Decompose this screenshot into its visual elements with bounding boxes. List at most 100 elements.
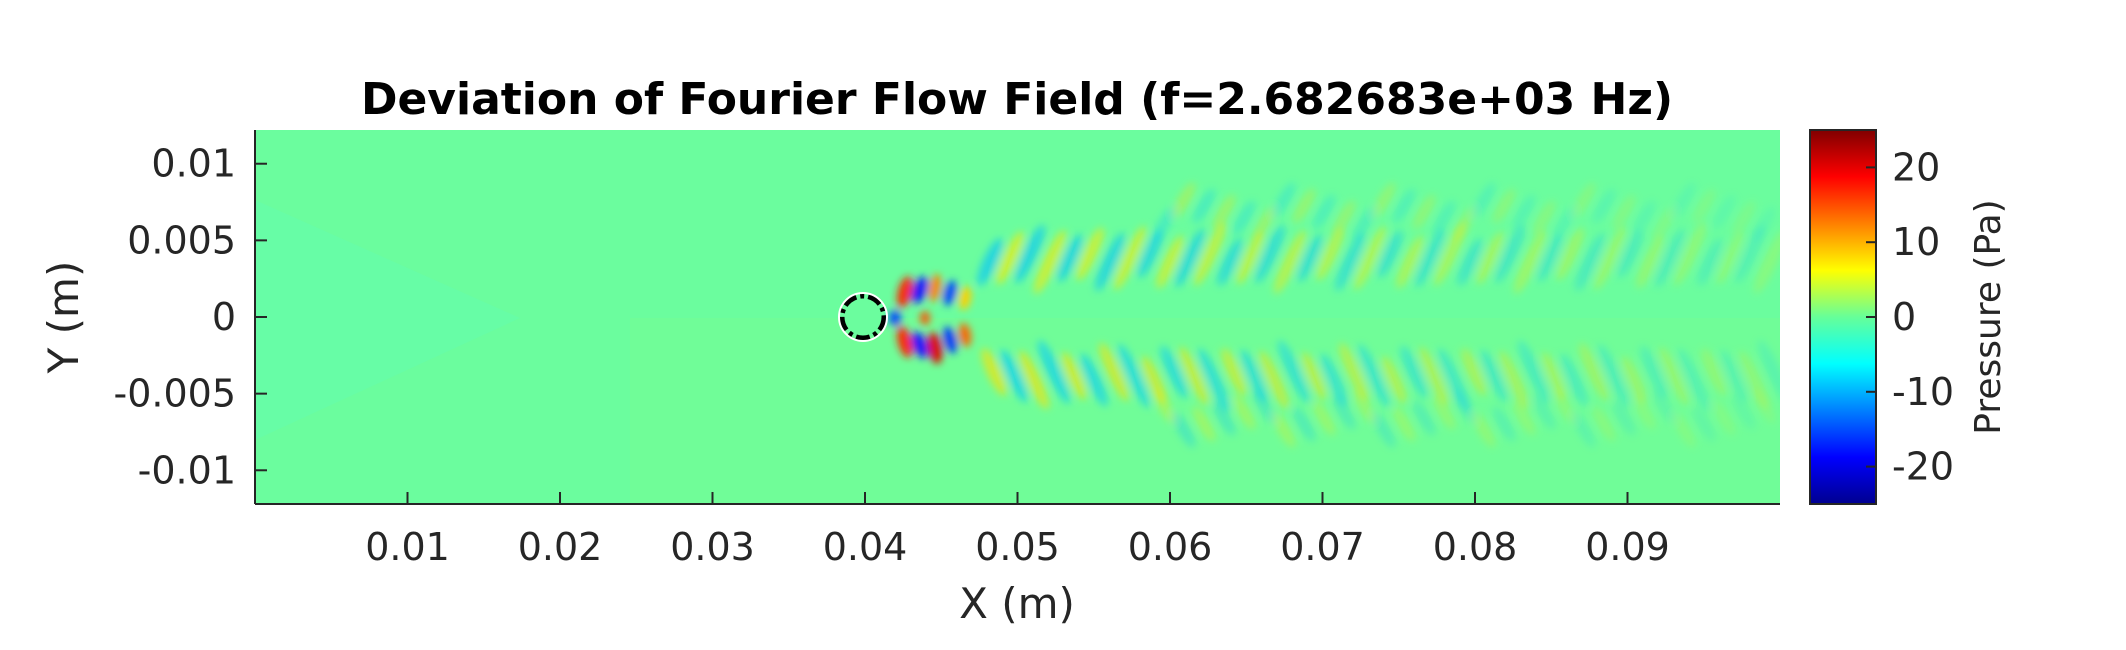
wake-blob: [1236, 231, 1264, 285]
wake-blob: [1597, 344, 1631, 408]
wake-blob: [1732, 200, 1756, 236]
wake-blob: [1492, 406, 1516, 442]
wake-blob: [1432, 394, 1456, 430]
y-tick-label: 0: [212, 295, 236, 339]
vortex-blob: [920, 311, 930, 325]
wake-blob: [1099, 342, 1129, 402]
wake-blob: [1513, 230, 1547, 294]
wake-blob: [1259, 350, 1289, 410]
wake-blob: [1452, 388, 1476, 424]
y-tick-label: -0.005: [114, 372, 237, 416]
wake-blob: [1532, 394, 1556, 430]
wake-structures: [889, 182, 1780, 448]
wake-blob: [1659, 346, 1689, 406]
vortex-blob: [911, 276, 929, 304]
wake-blob: [1217, 238, 1243, 286]
wake-blob: [977, 238, 1003, 286]
wake-blob: [1339, 342, 1369, 402]
wake-blob: [1517, 340, 1551, 404]
chart-title: Deviation of Fourier Flow Field (f=2.682…: [361, 74, 1673, 125]
wake-blob: [1152, 206, 1176, 242]
wake-blob: [1732, 394, 1756, 430]
wake-blob: [1560, 353, 1588, 407]
x-tick-label: 0.07: [1280, 525, 1365, 569]
wake-blob: [1372, 182, 1396, 218]
colorbar-tick-label: 20: [1892, 145, 1940, 189]
wake-blob: [1212, 400, 1236, 436]
wake-blob: [1432, 200, 1456, 236]
wake-blob: [1712, 194, 1736, 230]
wake-blob: [1273, 230, 1307, 294]
x-tick-label: 0.05: [975, 525, 1060, 569]
wake-blob: [1221, 348, 1247, 396]
wake-blob: [1352, 206, 1376, 242]
wake-blob: [1672, 182, 1696, 218]
wake-blob: [1612, 400, 1636, 436]
vortex-blob: [928, 274, 942, 302]
wake-blob: [1172, 182, 1196, 218]
y-tick-label: -0.01: [138, 448, 236, 492]
wake-blob: [1720, 349, 1748, 403]
wake-blob: [1753, 230, 1780, 294]
wake-blob: [1592, 188, 1616, 224]
wake-blob: [1381, 356, 1407, 404]
x-axis-ticks: 0.01 0.02 0.03 0.04 0.05 0.06 0.07 0.08 …: [365, 492, 1670, 569]
wake-blob: [1472, 182, 1496, 218]
wake-blob: [1716, 231, 1744, 285]
wake-blob: [1335, 232, 1365, 292]
wake-blob: [1593, 226, 1627, 290]
vortex-blob: [889, 310, 901, 326]
wake-blob: [1632, 394, 1656, 430]
colorbar-tick-label: -10: [1892, 370, 1954, 414]
wake-blob: [1592, 406, 1616, 442]
wake-blob: [1617, 230, 1643, 278]
upstream-region: [255, 200, 520, 440]
wake-blob: [1240, 349, 1268, 403]
wake-blob: [1332, 200, 1356, 236]
wake-blob: [1480, 349, 1508, 403]
wake-blob: [1652, 388, 1676, 424]
wake-blob: [1117, 344, 1151, 408]
x-tick-label: 0.06: [1128, 525, 1213, 569]
wake-blob: [1037, 340, 1071, 404]
wake-blob: [1137, 230, 1163, 278]
vortex-blob: [897, 276, 913, 308]
wake-blob: [1377, 230, 1403, 278]
colorbar-tick-label: -20: [1892, 445, 1954, 489]
colorbar-tick-label: 0: [1892, 295, 1916, 339]
wake-blob: [1697, 238, 1723, 286]
vortex-blob: [897, 326, 913, 358]
wake-blob: [1392, 406, 1416, 442]
y-axis-label: Y (m): [39, 261, 88, 375]
wake-blob: [1692, 406, 1716, 442]
vortex-blob: [943, 326, 957, 354]
wake-blob: [996, 231, 1024, 285]
wake-blob: [1372, 412, 1396, 448]
x-tick-label: 0.09: [1585, 525, 1670, 569]
wake-blob: [1197, 348, 1231, 412]
wake-blob: [1552, 388, 1576, 424]
wake-blob: [1532, 200, 1556, 236]
wake-blob: [1152, 388, 1176, 424]
x-tick-label: 0.03: [670, 525, 755, 569]
wake-blob: [1457, 238, 1483, 286]
x-tick-label: 0.01: [365, 525, 450, 569]
wake-blob: [1312, 400, 1336, 436]
vortex-blob: [943, 280, 957, 306]
wake-blob: [1156, 235, 1184, 289]
wake-blob: [1232, 200, 1256, 236]
vortex-blob: [927, 332, 943, 364]
wake-blob: [1655, 228, 1685, 288]
wake-blob: [1175, 228, 1205, 288]
wake-blob: [1212, 194, 1236, 230]
wake-blob: [1412, 400, 1436, 436]
wake-blob: [1320, 353, 1348, 407]
wake-blob: [1492, 188, 1516, 224]
wake-blob: [1000, 349, 1028, 403]
wake-blob: [1472, 412, 1496, 448]
wake-blob: [1193, 222, 1227, 286]
wake-blob: [1232, 394, 1256, 430]
wake-blob: [1400, 345, 1428, 399]
wake-blob: [1452, 206, 1476, 242]
wake-blob: [1752, 206, 1776, 242]
